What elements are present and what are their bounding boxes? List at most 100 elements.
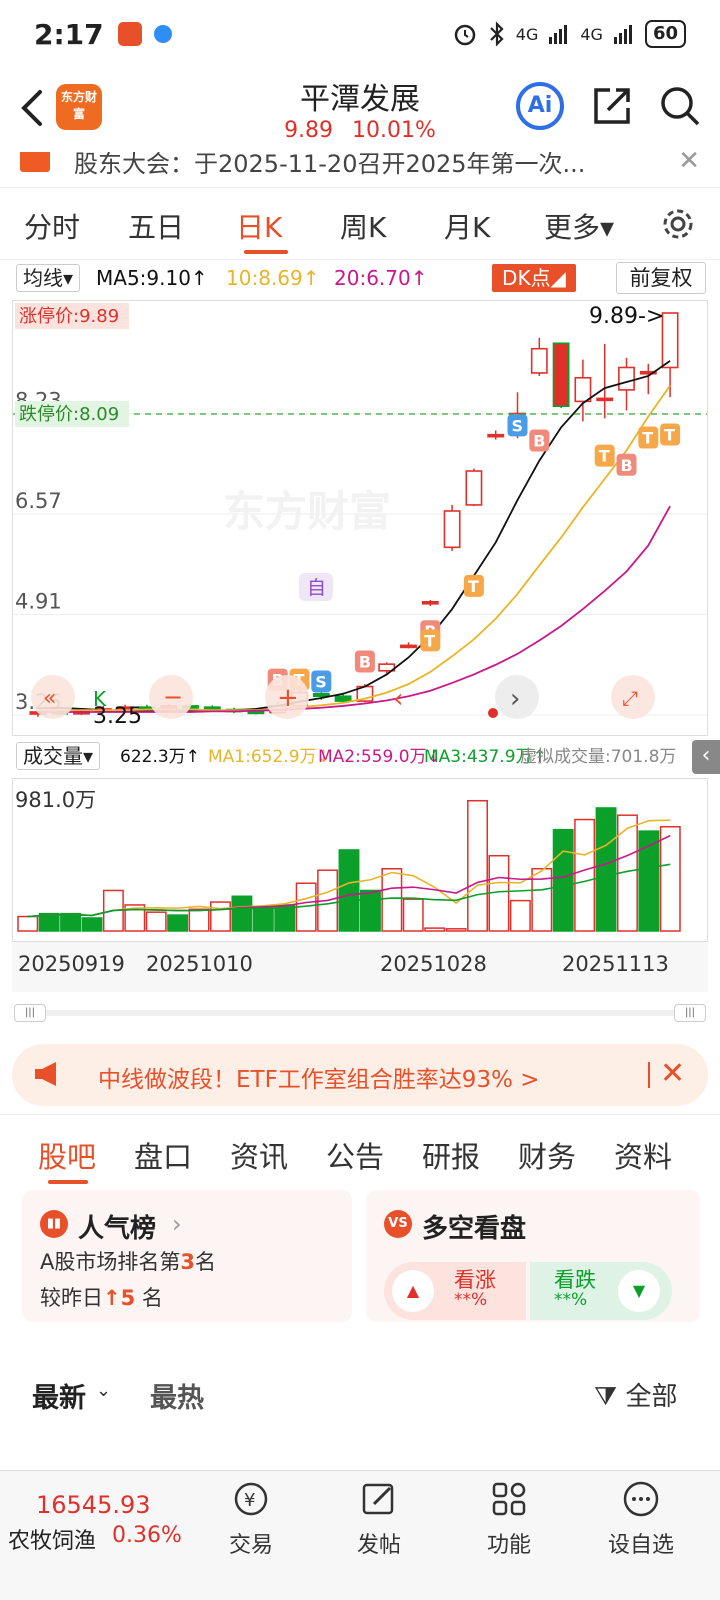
signal-badge	[638, 426, 659, 449]
volume-bar	[252, 905, 274, 932]
scroller-left-handle[interactable]: |||	[14, 1004, 46, 1022]
volume-bar	[445, 928, 467, 932]
signal-badge-label: T	[599, 447, 610, 466]
share-icon[interactable]	[590, 84, 634, 128]
dk-point-button[interactable]: DK点◢	[492, 264, 576, 292]
rank-change-prefix: 较昨日	[40, 1286, 103, 1310]
close-icon[interactable]: ✕	[660, 1056, 686, 1091]
tab-underline	[244, 250, 288, 254]
search-icon[interactable]	[658, 84, 702, 128]
volume-chart[interactable]: 981.0万	[12, 778, 708, 942]
grid-icon	[492, 1482, 526, 1516]
tab-profile[interactable]: 资料	[614, 1140, 673, 1174]
popularity-title[interactable]: 人气榜	[78, 1214, 157, 1244]
ma-type-select[interactable]: 均线▾	[16, 264, 81, 292]
scroller-right-handle[interactable]: |||	[674, 1004, 706, 1022]
tab-news[interactable]: 资讯	[230, 1140, 289, 1174]
tab-daily-k[interactable]: 日K	[236, 211, 283, 244]
edit-icon	[362, 1483, 394, 1515]
kline-chart[interactable]: 8.236.574.913.25 东方财富 BTSBBTTSBTBTT 涨停价:…	[12, 300, 708, 736]
tab-forum[interactable]: 股吧	[38, 1140, 97, 1174]
date-axis: 20250919 20251010 20251028 20251113	[12, 942, 708, 992]
step-left-icon[interactable]: ‹	[393, 684, 403, 714]
announcement-text[interactable]: 股东大会：于2025-11-20召开2025年第一次...	[74, 152, 586, 178]
volume-bar	[402, 898, 424, 932]
volume-ma1: MA1:652.9万↓	[208, 747, 331, 767]
nav-trade[interactable]: ¥ 交易	[206, 1479, 296, 1559]
fullscreen-button[interactable]	[611, 675, 655, 719]
announcement-ticker[interactable]: 股东大会：于2025-11-20召开2025年第一次... ✕	[0, 152, 720, 188]
tab-order-book[interactable]: 盘口	[134, 1140, 193, 1174]
tab-weekly-k[interactable]: 周K	[340, 211, 387, 244]
tab-hottest[interactable]: 最热	[150, 1383, 204, 1414]
volume-bar	[81, 917, 103, 932]
zoom-out-button[interactable]	[149, 675, 193, 719]
tab-more[interactable]: 更多▾	[544, 211, 615, 244]
stock-change-pct: 10.01%	[352, 118, 436, 143]
sector-index-pct[interactable]: 0.36%	[112, 1523, 182, 1548]
network-4g-2: 4G	[580, 24, 603, 44]
volume-ma3: MA3:437.9万↑	[424, 747, 547, 767]
megaphone-icon	[35, 1062, 56, 1086]
candle	[596, 397, 614, 402]
candle	[530, 347, 548, 374]
signal-badge-label: T	[424, 631, 435, 650]
ai-assistant-icon[interactable]: Ai	[516, 82, 564, 130]
step-right-button[interactable]	[495, 675, 539, 719]
volume-bar	[231, 895, 253, 932]
filter-button[interactable]: ⧩ 全部	[594, 1376, 677, 1413]
bottom-navigation: 16545.93 农牧饲渔 0.36% ¥ 交易 发帖 功能 设自选	[0, 1470, 720, 1600]
popularity-card[interactable]: ▮▮ 人气榜 › A股市场排名第3名 较昨日↑5 名	[22, 1190, 352, 1322]
collapse-panel-button[interactable]: ‹	[692, 740, 720, 774]
nav-post[interactable]: 发帖	[334, 1479, 424, 1559]
vote-bull-button[interactable]: ▲ 看涨 **%	[384, 1262, 526, 1320]
promo-text[interactable]: 中线做波段！ETF工作室组合胜率达93% >	[98, 1067, 540, 1093]
battery-indicator: 60	[644, 20, 686, 48]
scroll-left-button[interactable]	[31, 675, 75, 719]
zoom-in-button[interactable]	[265, 675, 309, 719]
back-arrow-icon[interactable]	[14, 86, 50, 130]
tab-research[interactable]: 研报	[422, 1140, 481, 1174]
tab-latest[interactable]: 最新	[32, 1383, 86, 1414]
promo-banner[interactable]: 中线做波段！ETF工作室组合胜率达93% > ✕	[12, 1044, 708, 1106]
sentiment-title: 多空看盘	[422, 1214, 527, 1244]
brand-logo[interactable]: 东方财富	[56, 84, 102, 130]
tab-announcements[interactable]: 公告	[326, 1140, 385, 1174]
rank-prefix: A股市场排名第	[40, 1250, 181, 1274]
status-bar: 2:17 4G 4G 60	[0, 0, 720, 68]
vote-bear-button[interactable]: 看跌 **% ▼	[530, 1262, 672, 1320]
tab-financials[interactable]: 财务	[518, 1140, 577, 1174]
sector-index-name[interactable]: 农牧饲渔	[8, 1529, 97, 1554]
status-time: 2:17	[34, 17, 104, 51]
sentiment-card: VS 多空看盘 ▲ 看涨 **% 看跌 **% ▼	[366, 1190, 700, 1322]
rank-line: A股市场排名第3名	[40, 1246, 216, 1276]
nav-add-watchlist[interactable]: 设自选	[596, 1479, 686, 1559]
close-icon[interactable]: ✕	[678, 152, 700, 176]
tab-monthly-k[interactable]: 月K	[444, 211, 491, 244]
filter-label: 全部	[625, 1382, 678, 1412]
volume-bar	[188, 908, 210, 932]
sector-index-value[interactable]: 16545.93	[36, 1491, 151, 1519]
max-price-marker: 9.89->	[589, 304, 664, 329]
candle	[487, 433, 505, 438]
volume-bar	[552, 828, 574, 932]
bear-pct: **%	[554, 1290, 588, 1310]
volume-type-select[interactable]: 成交量▾	[16, 742, 101, 770]
adjust-button[interactable]: 前复权	[616, 262, 706, 294]
tab-intraday[interactable]: 分时	[24, 211, 81, 244]
candle	[400, 644, 417, 649]
more-circle-icon	[623, 1481, 659, 1517]
signal-badge	[354, 650, 375, 673]
ma10-line	[37, 385, 671, 712]
volume-bar	[531, 868, 553, 932]
range-scroller[interactable]: ||| |||	[12, 1004, 708, 1022]
tab-five-day[interactable]: 五日	[128, 211, 185, 244]
section-divider	[0, 1114, 720, 1115]
signal-badge	[463, 574, 484, 597]
volume-svg: 981.0万	[15, 788, 681, 932]
nav-functions[interactable]: 功能	[464, 1479, 554, 1559]
volume-bar	[359, 889, 381, 932]
yuan-exchange-icon: ¥	[234, 1482, 268, 1516]
gear-icon[interactable]	[660, 206, 696, 242]
chevron-down-icon[interactable]: ⌄	[96, 1380, 112, 1401]
